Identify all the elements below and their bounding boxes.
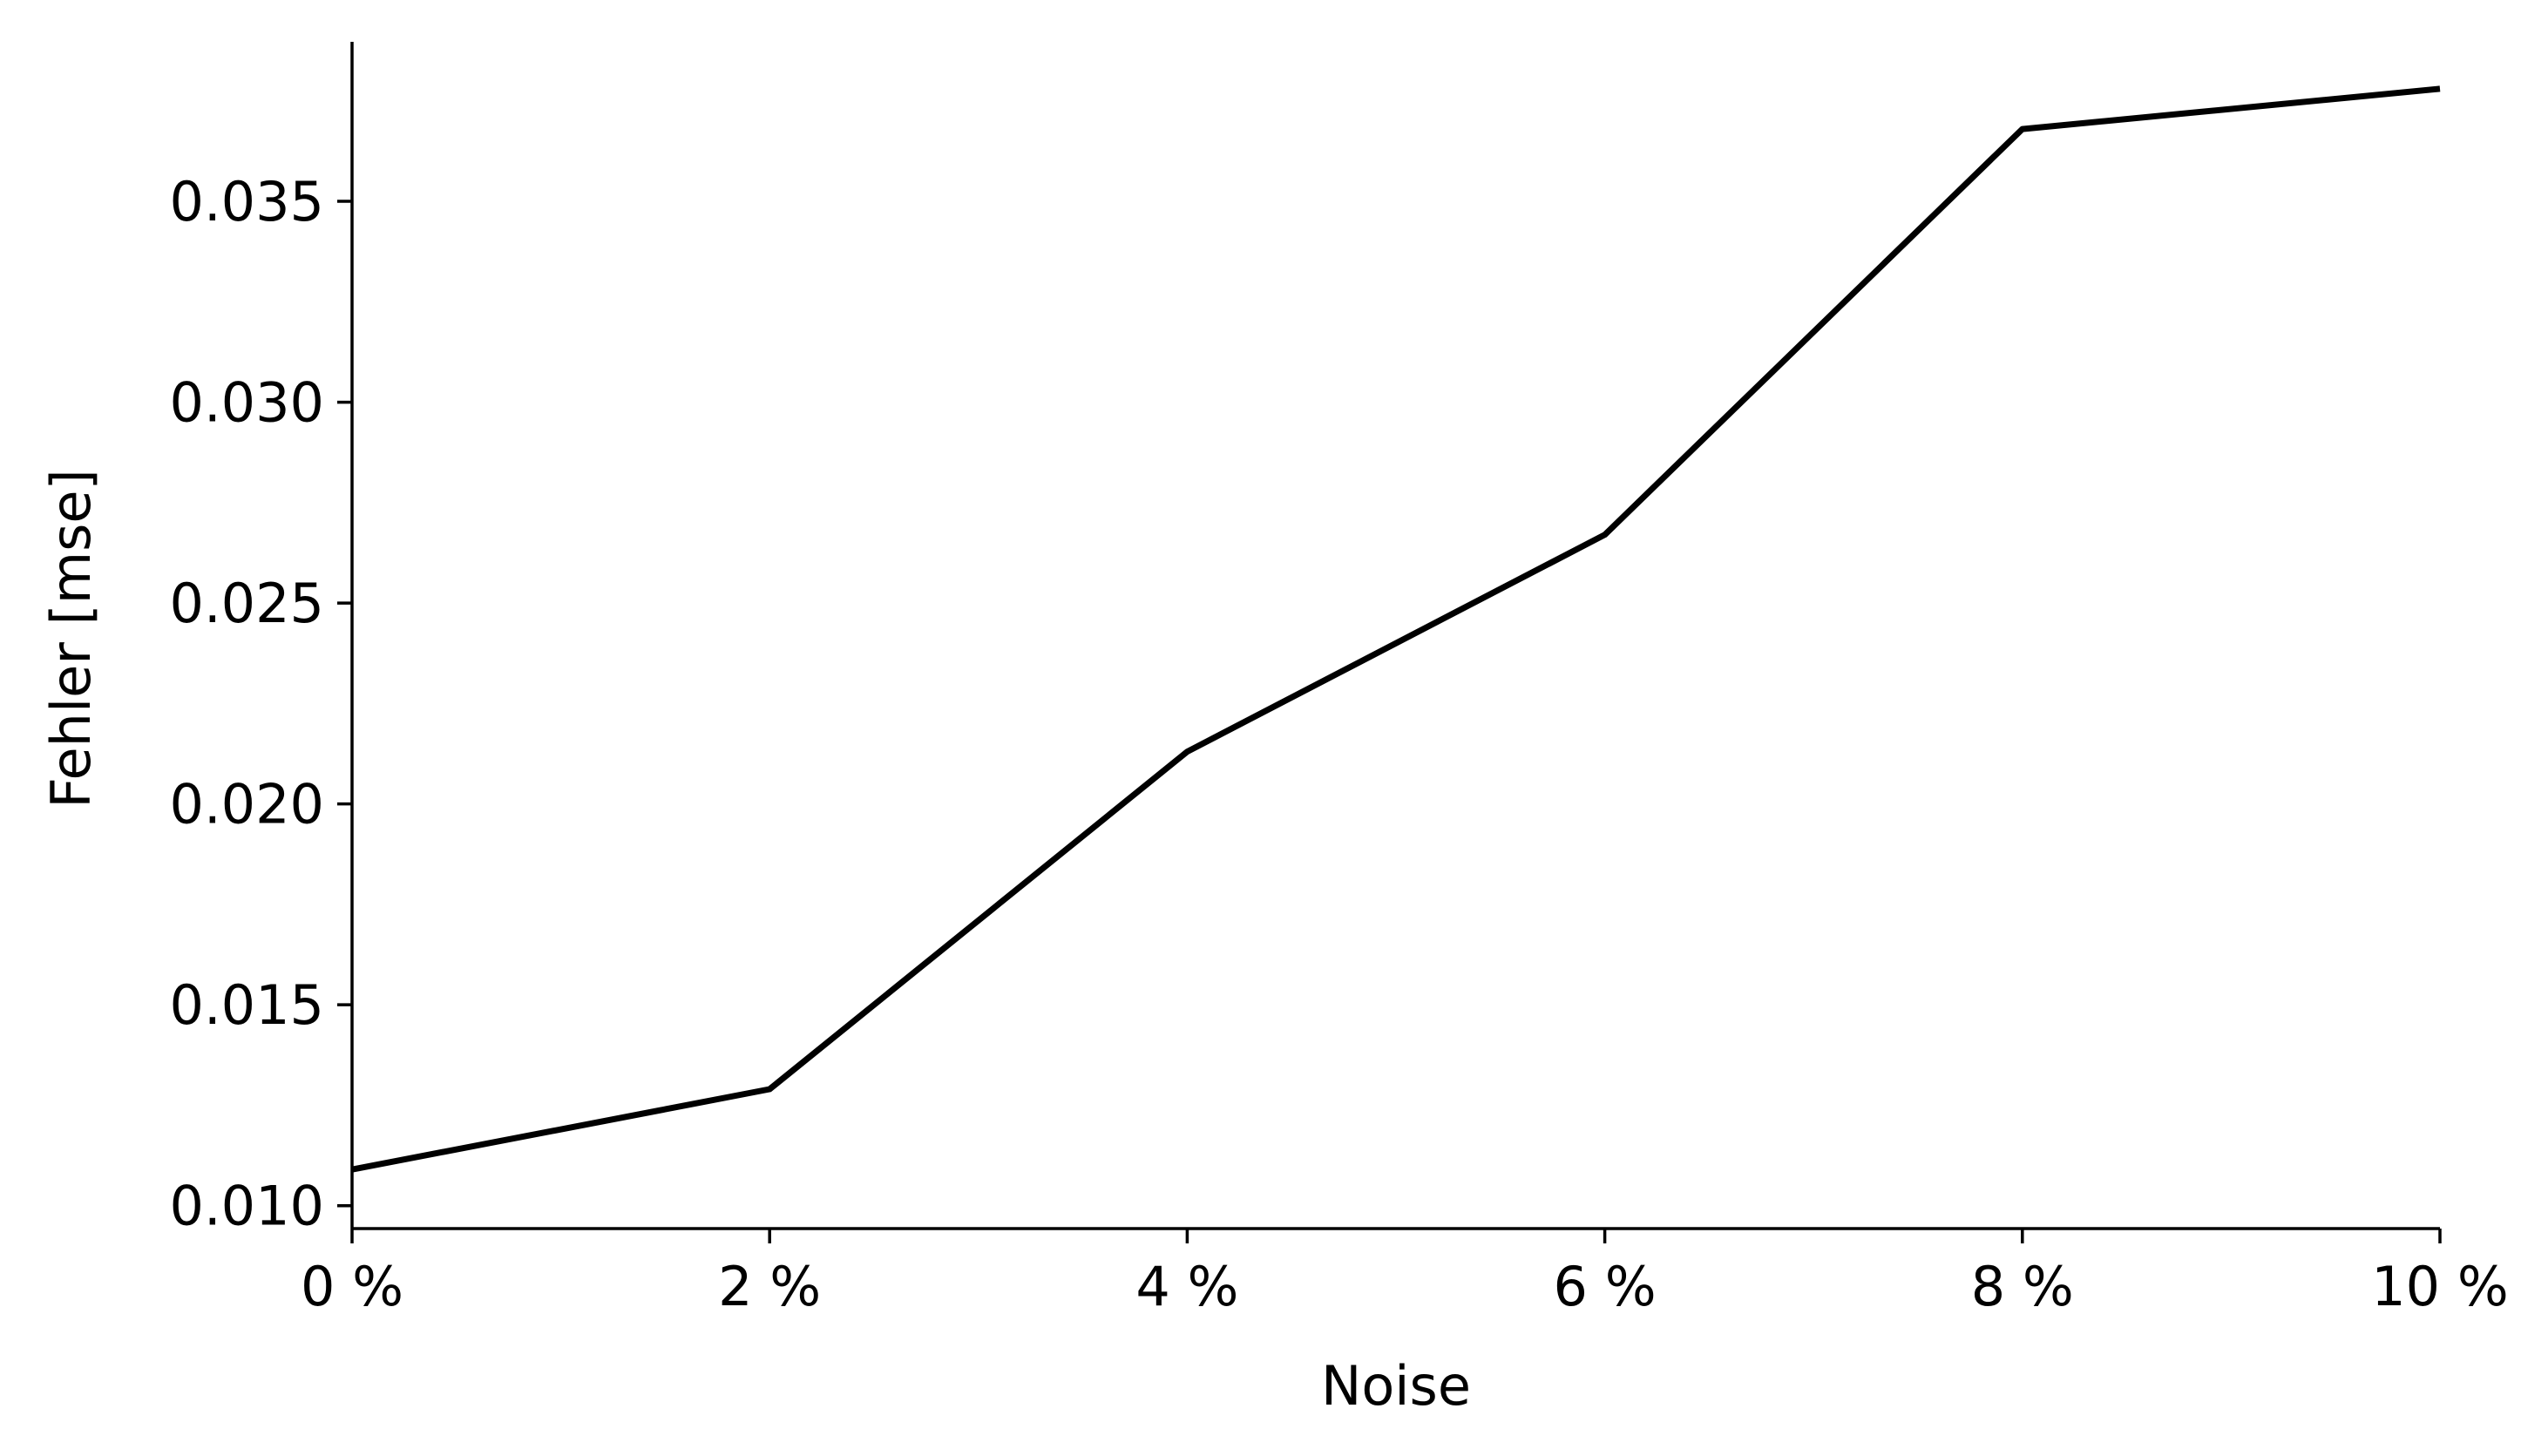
x-tick-label: 6 % xyxy=(1554,1255,1657,1318)
x-axis-ticks: 0 % 2 % 4 % 6 % 8 % 10 % xyxy=(301,1229,2509,1318)
y-axis-label: Fehler [mse] xyxy=(39,469,103,809)
x-axis-label: Noise xyxy=(1321,1354,1471,1418)
x-tick-label: 2 % xyxy=(718,1255,821,1318)
series-line xyxy=(351,85,2441,1173)
x-tick-label: 4 % xyxy=(1135,1255,1238,1318)
y-tick-label: 0.025 xyxy=(170,572,325,635)
y-tick-label: 0.010 xyxy=(170,1175,325,1238)
y-tick-label: 0.015 xyxy=(170,973,325,1037)
y-tick-label: 0.035 xyxy=(170,170,325,234)
x-tick-label: 0 % xyxy=(301,1255,403,1318)
y-tick-label: 0.030 xyxy=(170,371,325,435)
y-tick-label: 0.020 xyxy=(170,773,325,836)
plot-series xyxy=(351,85,2441,1173)
x-tick-label: 10 % xyxy=(2371,1255,2509,1318)
y-axis-ticks: 0.010 0.015 0.020 0.025 0.030 0.035 xyxy=(170,170,352,1238)
x-tick-label: 8 % xyxy=(1971,1255,2074,1318)
